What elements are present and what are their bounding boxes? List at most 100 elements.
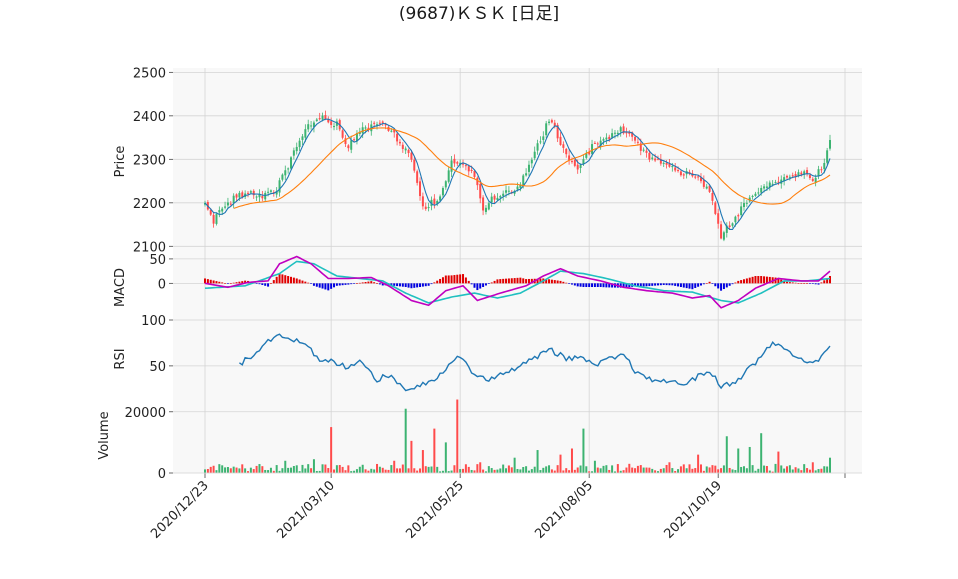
volume-bar [728, 467, 731, 473]
volume-bar [338, 464, 341, 473]
volume-bar [206, 469, 209, 473]
macd-histogram-bar [656, 283, 659, 286]
candle-body [734, 216, 737, 223]
candle-body [791, 175, 794, 177]
candle-body [479, 183, 482, 199]
candle-body [462, 163, 465, 165]
volume-bar [742, 466, 745, 473]
macd-histogram-bar [562, 281, 565, 284]
candle-body [556, 124, 559, 139]
candle-body [565, 148, 568, 155]
candle-body [576, 164, 579, 170]
volume-bar [410, 440, 413, 473]
volume-bar [763, 465, 766, 473]
candle-body [284, 170, 287, 176]
volume-bar [358, 466, 361, 473]
volume-bar [542, 467, 545, 473]
rsi-line [239, 333, 831, 392]
volume-bar [441, 470, 444, 473]
candle-body [378, 122, 381, 124]
volume-bar [585, 466, 588, 473]
ytick-label-price: 2200 [133, 197, 166, 212]
candle-body [255, 196, 258, 198]
volume-bar [209, 466, 212, 473]
macd-histogram-bar [639, 283, 642, 287]
macd-histogram-bar [777, 277, 780, 284]
macd-histogram-bar [292, 277, 295, 284]
macd-histogram-bar [668, 283, 671, 286]
volume-bar [771, 471, 774, 473]
candle-body [639, 143, 642, 151]
volume-bar [493, 469, 496, 473]
volume-bar [238, 468, 241, 473]
macd-histogram-bar [654, 283, 657, 286]
candle-body [221, 208, 224, 212]
candle-body [742, 203, 745, 208]
macd-histogram-bar [364, 282, 367, 284]
volume-bar [370, 468, 373, 473]
volume-bar [800, 470, 803, 473]
macd-histogram-bar [381, 283, 384, 286]
macd-histogram-bar [814, 283, 817, 285]
macd-histogram-bar [622, 283, 625, 288]
candle-body [625, 131, 628, 134]
candle-body [826, 150, 829, 163]
candle-body [327, 118, 330, 123]
volume-bar [705, 466, 708, 473]
volume-bar [659, 468, 662, 473]
candle-body [568, 155, 571, 161]
moving-average-short-line [204, 118, 831, 230]
volume-bar [677, 469, 680, 473]
volume-bar [484, 471, 487, 473]
volume-bar [711, 465, 714, 473]
macd-histogram-bar [473, 283, 476, 288]
ytick-label-price: 2300 [133, 153, 166, 168]
macd-histogram-bar [725, 283, 728, 288]
volume-bar [519, 469, 522, 473]
candle-body [490, 196, 493, 203]
volume-bar [694, 468, 697, 473]
volume-bar [550, 469, 553, 473]
macd-histogram-bar [596, 283, 599, 288]
volume-bar [355, 469, 358, 473]
candle-body [404, 148, 407, 151]
candle-body [659, 159, 662, 164]
macd-axis-label: MACD [113, 268, 128, 307]
macd-histogram-bar [413, 283, 416, 288]
volume-bar [321, 464, 324, 473]
candle-body [631, 132, 634, 137]
macd-histogram-bar [315, 283, 318, 287]
macd-histogram-bar [355, 283, 358, 284]
ytick-label-price: 2400 [133, 110, 166, 125]
macd-histogram-bar [430, 283, 433, 285]
volume-bar [774, 463, 777, 473]
candle-body [226, 202, 229, 206]
candle-body [622, 126, 625, 134]
macd-histogram-bar [556, 280, 559, 284]
macd-histogram-bar [691, 283, 694, 290]
candle-body [473, 170, 476, 177]
candle-body [467, 166, 470, 172]
macd-histogram-bar [221, 282, 224, 284]
macd-histogram-bar [760, 276, 763, 284]
volume-bar [424, 466, 427, 473]
candle-body [444, 181, 447, 188]
macd-histogram-bar [763, 276, 766, 284]
volume-bar [631, 467, 634, 473]
candle-body [315, 119, 318, 121]
macd-histogram-bar [685, 283, 688, 289]
macd-histogram-bar [378, 283, 381, 285]
candle-body [545, 123, 548, 136]
candle-body [398, 141, 401, 144]
candle-body [287, 168, 290, 170]
macd-histogram-bar [441, 277, 444, 284]
candle-body [553, 122, 556, 127]
macd-histogram-bar [347, 283, 350, 285]
ytick-label-volume: 0 [158, 467, 166, 482]
macd-histogram-bar [829, 276, 831, 284]
candle-body [588, 151, 591, 155]
candle-body [401, 144, 404, 149]
volume-bar [525, 466, 528, 473]
volume-bar [648, 467, 651, 473]
